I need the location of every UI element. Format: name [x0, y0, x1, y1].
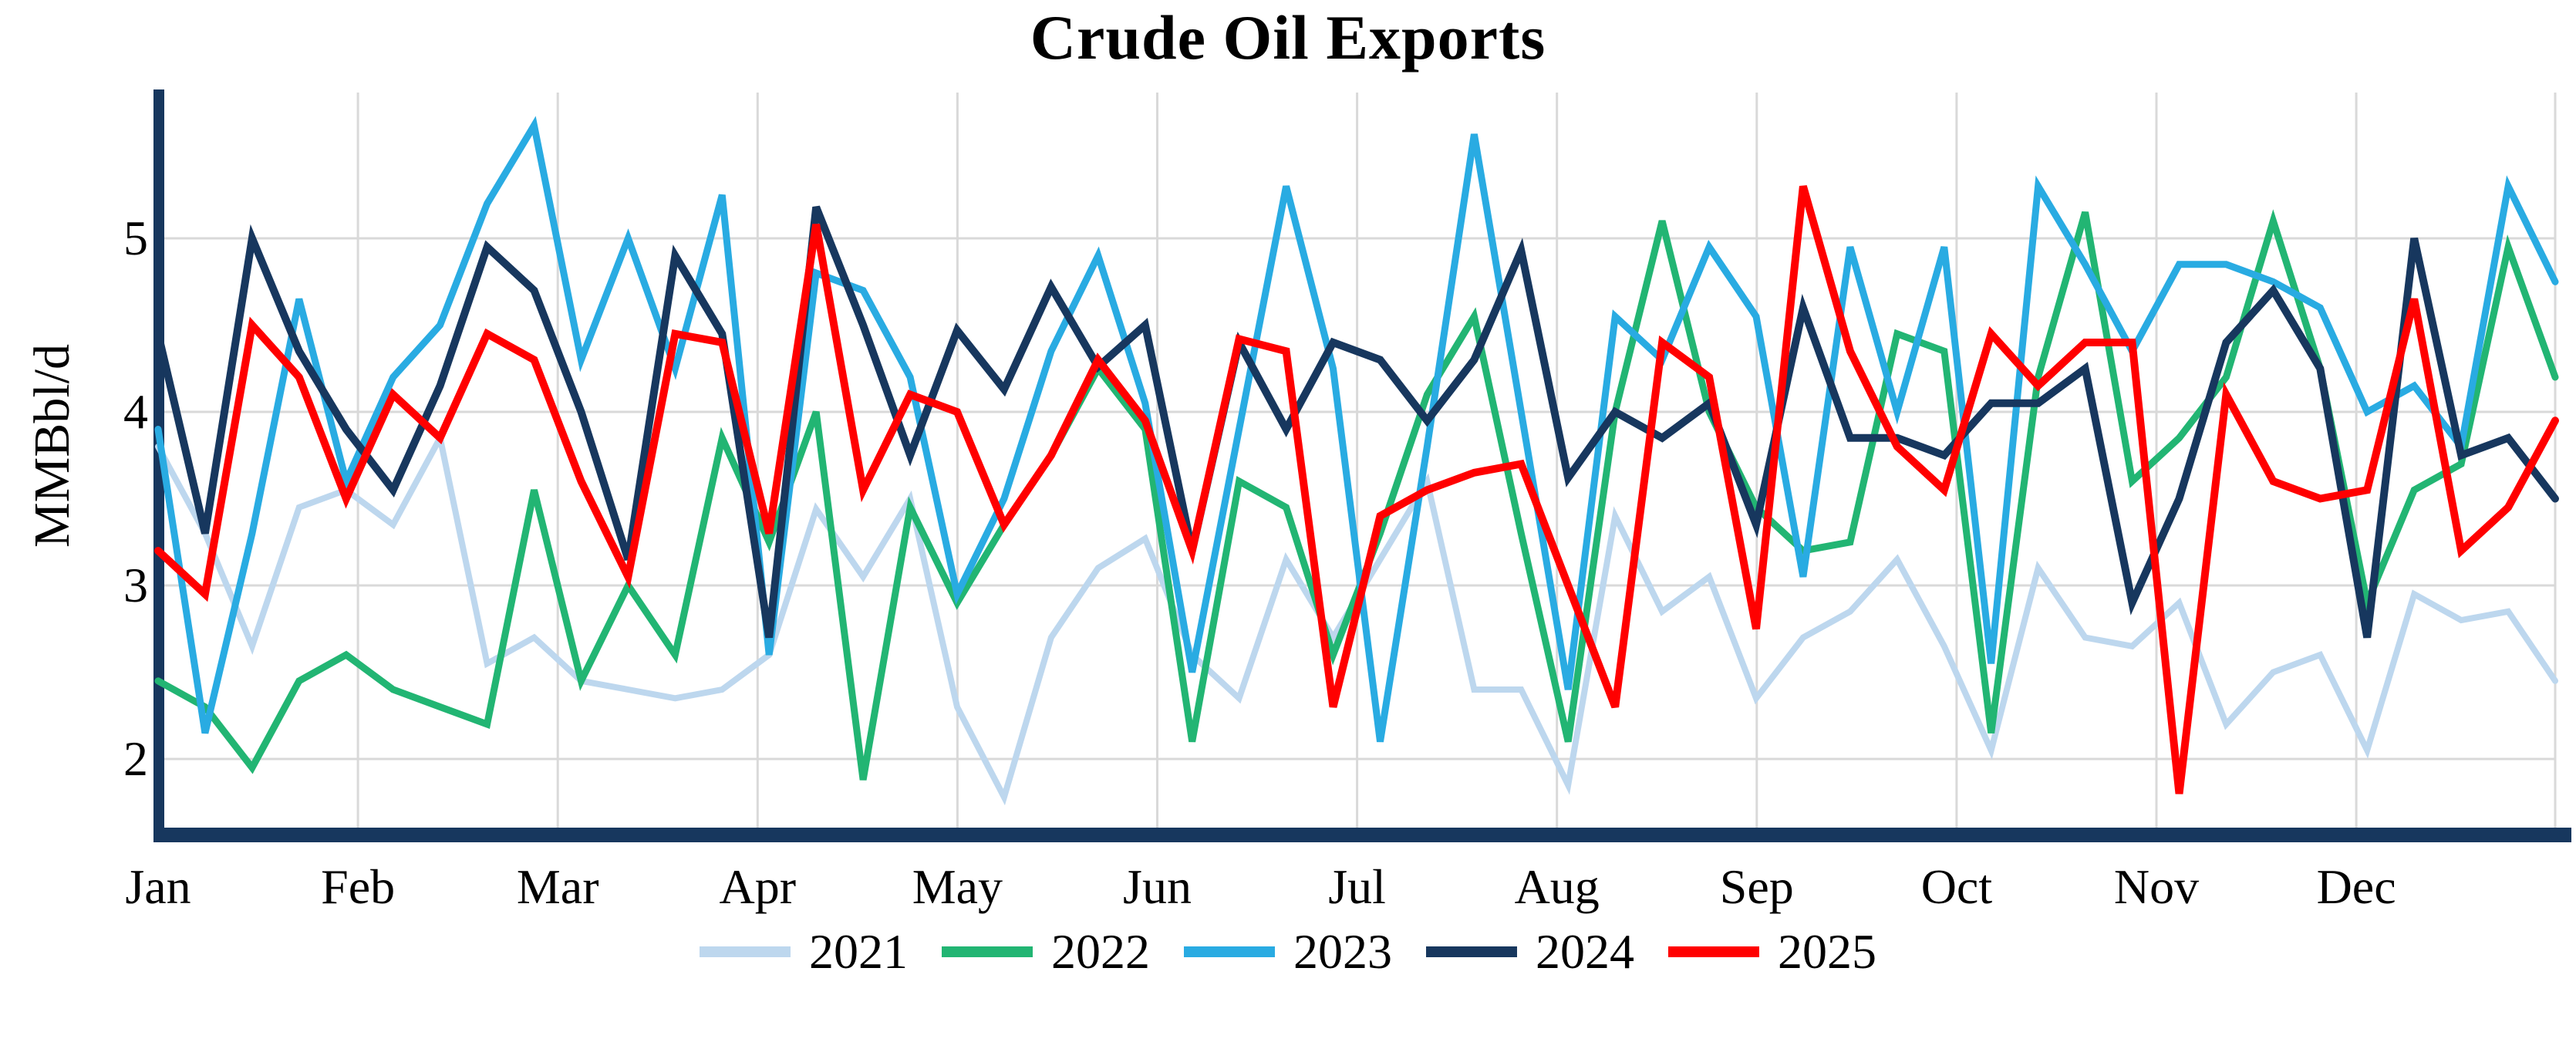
x-tick-label-jul: Jul: [1328, 859, 1386, 914]
legend-label-2022: 2022: [1051, 924, 1150, 979]
legend-item-2025: 2025: [1668, 924, 1876, 980]
legend-label-2021: 2021: [809, 924, 908, 979]
legend-swatch-2024: [1426, 946, 1517, 957]
y-tick-label-3: 3: [123, 558, 148, 612]
x-tick-label-jun: Jun: [1123, 859, 1192, 914]
y-tick-label-2: 2: [123, 731, 148, 786]
x-tick-label-dec: Dec: [2316, 859, 2396, 914]
y-tick-label-4: 4: [123, 384, 148, 439]
chart-title: Crude Oil Exports: [1030, 2, 1546, 73]
legend: 2021 2022 2023 2024 2025: [0, 924, 2576, 980]
legend-item-2023: 2023: [1184, 924, 1392, 980]
x-tick-label-may: May: [912, 859, 1003, 914]
x-tick-label-aug: Aug: [1514, 859, 1600, 914]
legend-label-2023: 2023: [1293, 924, 1392, 979]
series-line-2025: [154, 185, 2559, 794]
y-axis-spine: [153, 89, 164, 842]
legend-swatch-2021: [700, 946, 791, 957]
legend-item-2022: 2022: [942, 924, 1150, 980]
x-axis-spine: [153, 828, 2571, 842]
legend-label-2024: 2024: [1536, 924, 1634, 979]
x-tick-label-apr: Apr: [719, 859, 797, 914]
x-tick-label-jan: Jan: [125, 859, 191, 914]
series-line-2022: [154, 209, 2559, 781]
legend-item-2024: 2024: [1426, 924, 1634, 980]
legend-label-2025: 2025: [1778, 924, 1876, 979]
series-line-2023: [154, 116, 2559, 743]
legend-swatch-2023: [1184, 946, 1275, 957]
legend-swatch-2022: [942, 946, 1033, 957]
x-tick-label-feb: Feb: [321, 859, 396, 914]
x-tick-label-mar: Mar: [516, 859, 599, 914]
legend-item-2021: 2021: [700, 924, 908, 980]
x-tick-label-sep: Sep: [1719, 859, 1794, 914]
legend-swatch-2025: [1668, 946, 1759, 957]
x-tick-label-oct: Oct: [1920, 859, 1993, 914]
x-tick-label-nov: Nov: [2113, 859, 2200, 914]
y-tick-label-5: 5: [123, 211, 148, 265]
